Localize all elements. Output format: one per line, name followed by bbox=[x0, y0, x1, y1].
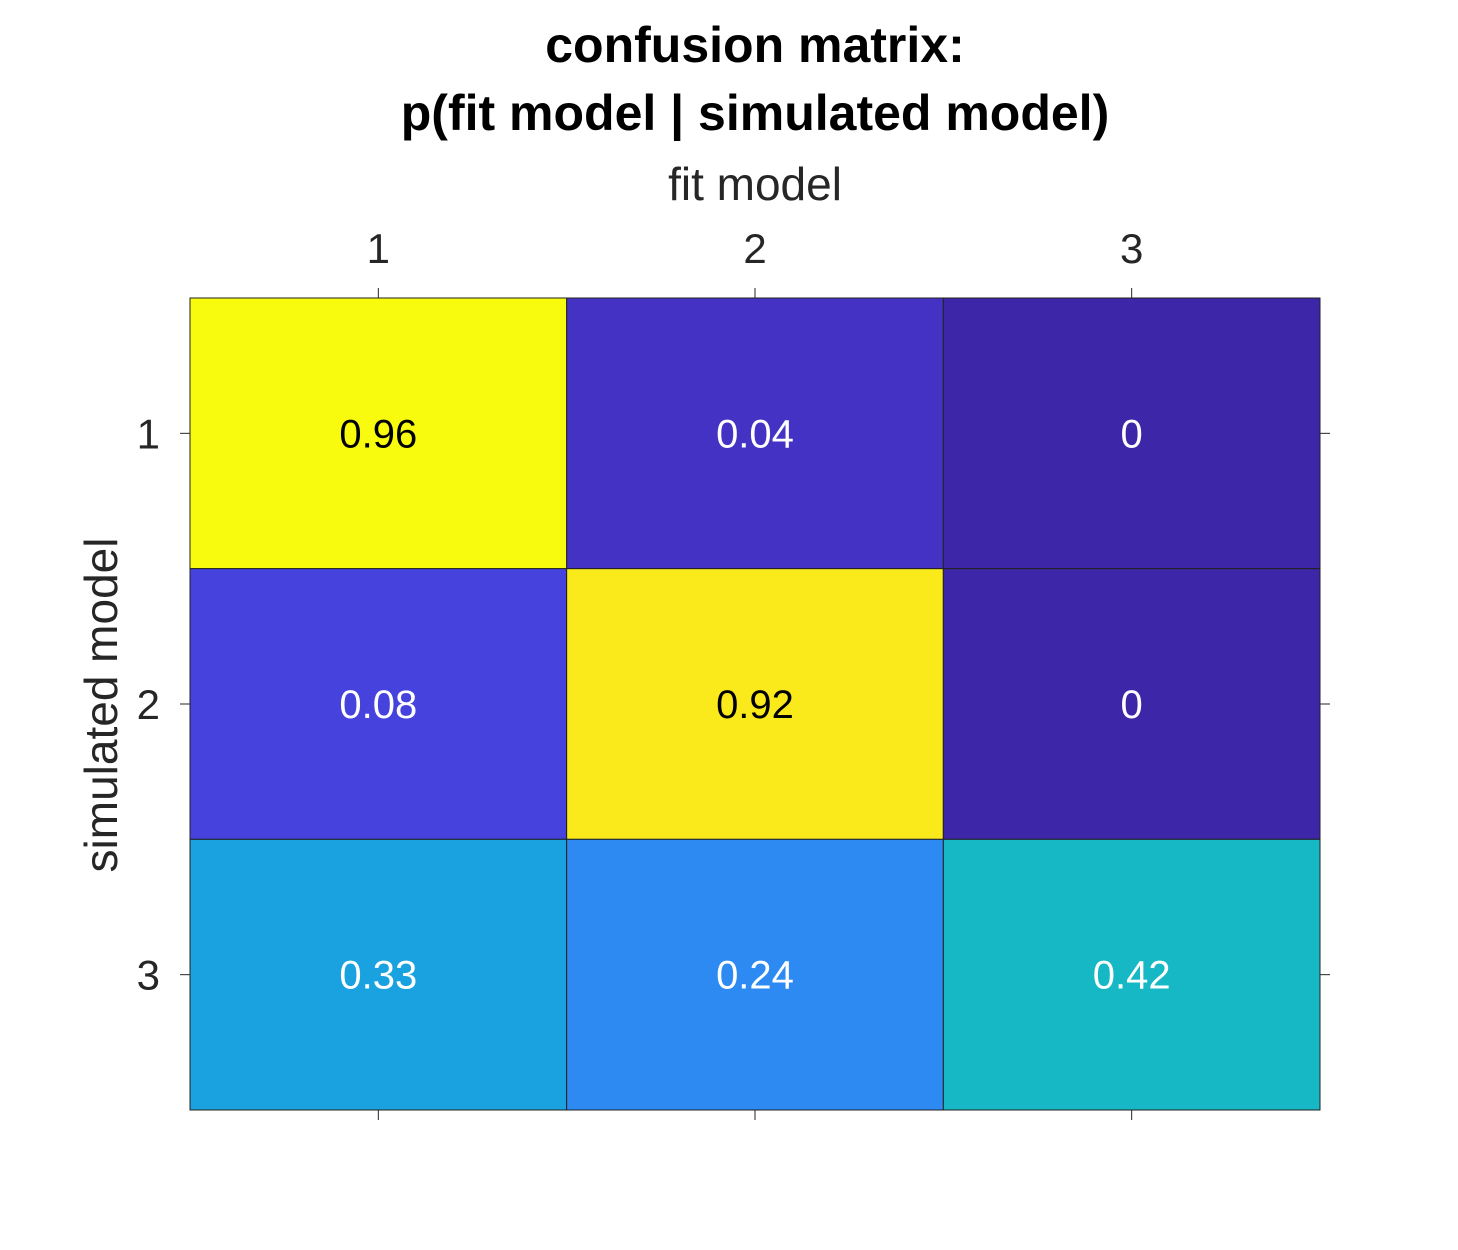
heatmap-cell-labels: 0.96 0.04 0 0.08 0.92 0 0.33 0.24 0.42 bbox=[339, 412, 1170, 997]
y-tick-label-2: 2 bbox=[137, 681, 160, 728]
cell-value-label-r2-c2: 0.92 bbox=[716, 683, 794, 727]
heatmap-cell-r3-c2 bbox=[566, 838, 944, 1111]
heatmap-cell-r1-c1 bbox=[189, 297, 568, 570]
x-axis-label: fit model bbox=[668, 158, 842, 210]
cell-value-label-r1-c1: 0.96 bbox=[339, 412, 417, 456]
heatmap-cell-r1-c2 bbox=[566, 297, 944, 570]
chart-title-line-2: p(fit model | simulated model) bbox=[401, 85, 1109, 142]
heatmap-cells bbox=[189, 297, 1321, 1111]
axis-tick-labels: 1 2 3 1 2 3 bbox=[137, 225, 1144, 999]
heatmap-cell-r3-c1 bbox=[189, 838, 568, 1111]
cell-value-label-r3-c2: 0.24 bbox=[716, 954, 794, 998]
cell-value-label-r1-c2: 0.04 bbox=[716, 412, 794, 456]
x-tick-label-3: 3 bbox=[1120, 225, 1143, 272]
chart-title-line-1: confusion matrix: bbox=[545, 17, 964, 73]
cell-value-label-r3-c1: 0.33 bbox=[339, 954, 417, 998]
x-tick-label-1: 1 bbox=[367, 225, 390, 272]
y-tick-label-1: 1 bbox=[137, 410, 160, 457]
y-tick-label-3: 3 bbox=[137, 952, 160, 999]
axis-ticks bbox=[180, 288, 1330, 1120]
cell-value-label-r3-c3: 0.42 bbox=[1093, 954, 1171, 998]
cell-value-label-r2-c1: 0.08 bbox=[339, 683, 417, 727]
heatmap-cell-r2-c3 bbox=[942, 568, 1321, 840]
x-tick-label-2: 2 bbox=[743, 225, 766, 272]
y-axis-label: simulated model bbox=[75, 538, 127, 873]
heatmap-cell-r2-c1 bbox=[189, 568, 568, 840]
heatmap-cell-r2-c2 bbox=[566, 568, 944, 840]
cell-value-label-r1-c3: 0 bbox=[1121, 412, 1143, 456]
cell-value-label-r2-c3: 0 bbox=[1121, 683, 1143, 727]
